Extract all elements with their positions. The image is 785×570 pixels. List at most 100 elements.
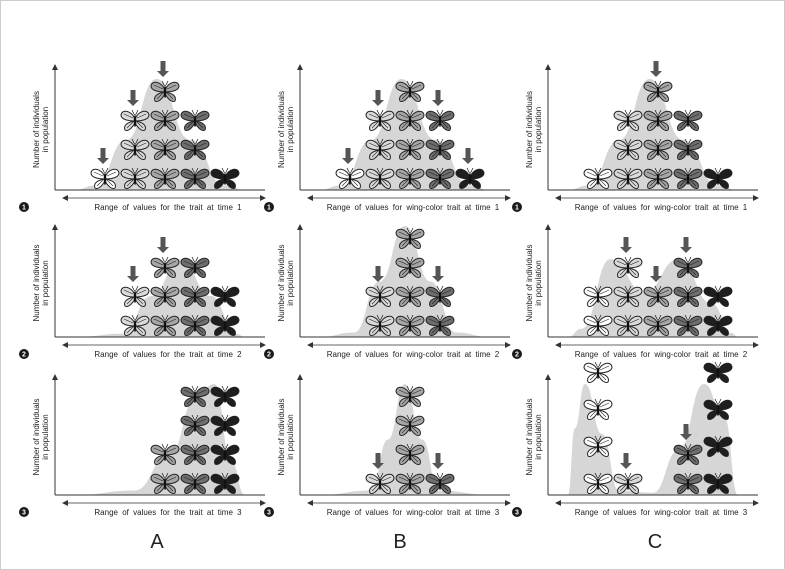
butterfly-icon <box>395 138 425 160</box>
butterfly-icon <box>703 435 733 457</box>
distribution-curve <box>320 384 490 495</box>
butterfly-icon <box>210 472 240 494</box>
step-number-badge: 3 <box>19 507 29 517</box>
butterfly-icon <box>673 443 703 465</box>
butterfly-icon <box>703 398 733 420</box>
butterfly-icon <box>150 314 180 336</box>
butterfly-icon <box>613 109 643 131</box>
x-axis-label: Range of values for the trait at time 1 <box>94 203 242 212</box>
selection-arrow-icon <box>157 237 169 253</box>
butterfly-icon <box>613 285 643 307</box>
x-axis-label: Range of values for wing-color trait at … <box>575 350 748 359</box>
y-axis-label-line2: in population <box>286 414 295 459</box>
butterfly-icon <box>150 167 180 189</box>
butterfly-icon <box>210 385 240 407</box>
butterfly-icon <box>395 256 425 278</box>
distribution-curve <box>568 384 738 495</box>
butterfly-icon <box>613 138 643 160</box>
butterfly-icon <box>583 167 613 189</box>
butterfly-icon <box>673 167 703 189</box>
butterfly-icon <box>150 109 180 131</box>
butterfly-icon <box>150 443 180 465</box>
butterfly-icon <box>180 138 210 160</box>
x-axis-label: Range of values for wing-color trait at … <box>575 508 748 517</box>
butterfly-icon <box>643 80 673 102</box>
butterfly-icon <box>613 314 643 336</box>
butterfly-icon <box>613 256 643 278</box>
butterfly-icon <box>643 109 673 131</box>
butterfly-icon <box>210 414 240 436</box>
butterfly-icon <box>90 167 120 189</box>
step-number-badge: 2 <box>264 349 274 359</box>
butterfly-icon <box>180 256 210 278</box>
butterfly-icon <box>425 138 455 160</box>
butterfly-icon <box>455 167 485 189</box>
y-axis-label-line1: Number of individuals <box>277 399 286 476</box>
panel-c-1: Number of individualsin population Range … <box>512 61 759 212</box>
selection-arrow-icon <box>432 453 444 469</box>
y-axis-label: Number of individualsin population <box>525 91 543 168</box>
butterfly-icon <box>583 314 613 336</box>
butterfly-icon <box>180 472 210 494</box>
selection-arrow-icon <box>157 61 169 77</box>
panel-b-2: Number of individualsin population Range … <box>264 224 511 359</box>
butterfly-icon <box>210 443 240 465</box>
butterfly-icon <box>395 385 425 407</box>
distribution-curve <box>320 79 490 190</box>
butterfly-icon <box>395 414 425 436</box>
x-axis-label: Range of values for the trait at time 2 <box>94 350 242 359</box>
butterfly-icon <box>180 443 210 465</box>
step-number: 3 <box>22 510 26 517</box>
butterfly-icon <box>120 285 150 307</box>
distribution-curve <box>320 226 490 337</box>
step-number: 2 <box>22 352 26 359</box>
selection-arrow-icon <box>97 148 109 164</box>
butterfly-icon <box>425 285 455 307</box>
x-axis-label: Range of values for wing-color trait at … <box>327 350 500 359</box>
step-number: 2 <box>515 352 519 359</box>
y-axis-label: Number of individualsin population <box>32 399 50 476</box>
selection-arrow-icon <box>432 90 444 106</box>
x-axis-label: Range of values for wing-color trait at … <box>327 203 500 212</box>
butterfly-icon <box>395 472 425 494</box>
step-number-badge: 1 <box>19 202 29 212</box>
butterfly-icon <box>365 472 395 494</box>
y-axis-label-line1: Number of individuals <box>32 91 41 168</box>
butterfly-icon <box>120 138 150 160</box>
y-axis-label: Number of individualsin population <box>277 399 295 476</box>
selection-arrow-icon <box>342 148 354 164</box>
x-axis-label: Range of values for wing-color trait at … <box>327 508 500 517</box>
panel-b-1: Number of individualsin population Range … <box>264 64 511 212</box>
butterfly-icon <box>395 227 425 249</box>
selection-arrow-icon <box>127 266 139 282</box>
butterfly-icon <box>673 109 703 131</box>
selection-arrow-icon <box>372 266 384 282</box>
step-number-badge: 3 <box>264 507 274 517</box>
panel-c-3: Number of individualsin population Range … <box>512 361 759 517</box>
butterfly-icon <box>583 398 613 420</box>
butterfly-icon <box>120 314 150 336</box>
step-number: 3 <box>267 510 271 517</box>
column-heading-a: A <box>150 531 164 553</box>
selection-arrow-icon <box>620 237 632 253</box>
butterfly-icon <box>180 109 210 131</box>
selection-arrow-icon <box>680 424 692 440</box>
butterfly-icon <box>210 285 240 307</box>
butterfly-icon <box>180 314 210 336</box>
y-axis-label-line1: Number of individuals <box>525 399 534 476</box>
y-axis-label-line1: Number of individuals <box>32 399 41 476</box>
selection-arrow-icon <box>127 90 139 106</box>
selection-arrow-icon <box>432 266 444 282</box>
butterfly-icon <box>673 256 703 278</box>
step-number-badge: 2 <box>19 349 29 359</box>
step-number: 3 <box>515 510 519 517</box>
butterfly-icon <box>395 314 425 336</box>
panels-layer: Number of individualsin populationRange … <box>19 61 759 517</box>
step-number: 1 <box>267 205 271 212</box>
butterfly-icon <box>365 314 395 336</box>
butterfly-icon <box>643 167 673 189</box>
butterfly-icon <box>180 167 210 189</box>
distribution-curve <box>75 79 245 190</box>
butterfly-icon <box>395 285 425 307</box>
panel-a-1: Number of individualsin population Range … <box>19 61 266 212</box>
